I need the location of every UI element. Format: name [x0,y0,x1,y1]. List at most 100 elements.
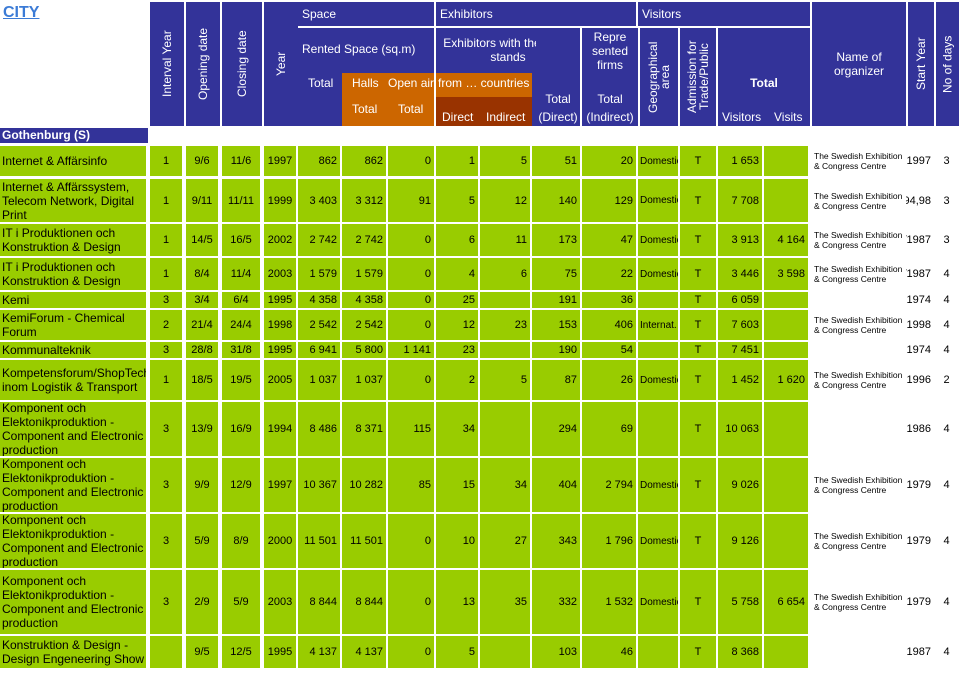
cell-year: 1997 [264,458,296,512]
cell-adm: T [680,570,716,634]
cell-halls: 8 371 [342,402,386,456]
cell-tot-direct: 343 [532,514,580,568]
cell-year: 2002 [264,224,296,256]
cell-year: 1995 [264,636,296,668]
cell-name: Komponent och Elektonikproduktion - Comp… [0,570,146,634]
cell-year: 1995 [264,292,296,308]
cell-indirect: 35 [480,570,530,634]
cell-days: 4 [943,646,950,658]
cell-interval: 3 [150,570,182,634]
cell-tot-indirect: 1 532 [582,570,636,634]
cell-close: 31/8 [222,342,260,358]
cell-org: The Swedish Exhibition & Congress Centre [812,179,904,222]
cell-interval: 1 [150,258,182,290]
cell-days: 4 [943,596,950,608]
cell-total: 11 501 [298,514,340,568]
header-represented-firms: Repre sented firms [591,30,629,72]
cell-year: 2003 [264,258,296,290]
cell-open-air: 115 [388,402,434,456]
cell-days: 3 [943,155,950,167]
cell-geo [638,636,678,668]
header-rented-space: Rented Space (sq.m) [302,42,416,56]
header-visitors-col: Visitors [722,110,762,124]
cell-halls: 5 800 [342,342,386,358]
cell-indirect: 5 [480,360,530,400]
cell-direct: 5 [436,636,478,668]
cell-year: 1999 [264,179,296,222]
cell-open-air: 0 [388,514,434,568]
cell-tot-direct: 190 [532,342,580,358]
cell-direct: 13 [436,570,478,634]
cell-interval: 3 [150,458,182,512]
cell-visits [764,310,808,340]
cell-days: 4 [943,268,950,280]
cell-geo: Internat. [638,310,678,340]
cell-open-air: 0 [388,570,434,634]
cell-close: 11/11 [222,179,260,222]
cell-adm: T [680,360,716,400]
cell-visits [764,292,808,308]
cell-name: Komponent och Elektonikproduktion - Comp… [0,458,146,512]
cell-indirect: 34 [480,458,530,512]
cell-start: 97,94,98 [906,194,931,207]
header-total-direct-top: Total [545,92,571,106]
header-halls-block [342,73,434,126]
header-interval-year: Interval Year [150,2,184,126]
cell-start: 1979 [906,596,931,608]
cell-open-air: 0 [388,636,434,668]
cell-days: 4 [943,319,950,331]
cell-name: Komponent och Elektonikproduktion - Comp… [0,514,146,568]
cell-tot-indirect: 54 [582,342,636,358]
cell-visitors: 1 452 [718,360,762,400]
cell-start: 1974 [906,344,931,356]
cell-year: 1998 [264,310,296,340]
header-geographical-area: Geographical area [640,28,678,126]
cell-visits: 6 654 [764,570,808,634]
header-visits-col: Visits [774,110,803,124]
cell-name: Internet & Affärssystem, Telecom Network… [0,179,146,222]
cell-total: 1 037 [298,360,340,400]
cell-halls: 8 844 [342,570,386,634]
cell-halls: 2 542 [342,310,386,340]
cell-open-air: 0 [388,258,434,290]
cell-geo: Domestic [638,514,678,568]
cell-interval: 2 [150,310,182,340]
cell-close: 11/4 [222,258,260,290]
header-no-of-days: No of days [936,2,959,126]
cell-close: 8/9 [222,514,260,568]
cell-days: 4 [943,423,950,435]
header-indirect: Indirect [486,110,526,124]
cell-visits [764,402,808,456]
cell-tot-indirect: 2 794 [582,458,636,512]
cell-open-air: 1 141 [388,342,434,358]
cell-open: 21/4 [186,310,218,340]
cell-geo [638,292,678,308]
cell-adm: T [680,146,716,176]
cell-total: 8 486 [298,402,340,456]
cell-open: 9/9 [186,458,218,512]
header-total-direct: (Direct) [538,110,578,124]
cell-tot-indirect: 46 [582,636,636,668]
cell-start: 2002/1987 [906,268,931,280]
cell-start: 1986 [906,423,931,435]
cell-visits [764,458,808,512]
cell-total: 6 941 [298,342,340,358]
cell-visitors: 6 059 [718,292,762,308]
cell-adm: T [680,224,716,256]
cell-org: The Swedish Exhibition & Congress Centre [812,258,904,290]
table-row: Komponent och Elektonikproduktion - Comp… [0,458,959,512]
cell-open-air: 85 [388,458,434,512]
cell-close: 16/9 [222,402,260,456]
cell-halls: 10 282 [342,458,386,512]
cell-open: 14/5 [186,224,218,256]
header-space-total: Total [308,76,334,90]
header-visitors-total: Total [750,76,778,90]
table-row: Kompetensforum/ShopTech inom Logistik & … [0,360,959,400]
table-row: Komponent och Elektonikproduktion - Comp… [0,514,959,568]
cell-tot-direct: 153 [532,310,580,340]
cell-direct: 25 [436,292,478,308]
header-from-block [436,73,532,97]
page-title[interactable]: CITY [3,4,40,21]
cell-adm: T [680,636,716,668]
cell-open: 3/4 [186,292,218,308]
